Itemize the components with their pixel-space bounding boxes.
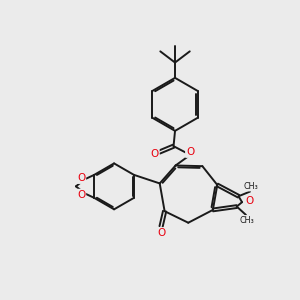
Text: O: O [245,196,253,206]
Text: O: O [77,173,86,183]
Text: O: O [77,190,86,200]
Text: O: O [151,148,159,158]
Text: CH₃: CH₃ [240,216,254,225]
Text: O: O [186,147,194,157]
Text: O: O [157,228,165,238]
Text: CH₃: CH₃ [244,182,259,191]
